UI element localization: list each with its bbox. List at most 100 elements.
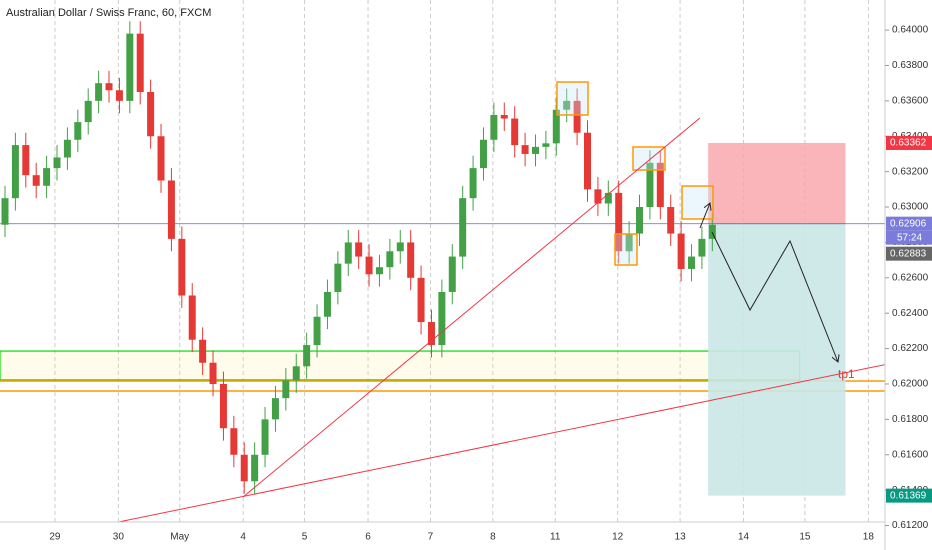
candle-body — [282, 380, 290, 399]
x-tick-label: 8 — [490, 532, 496, 543]
x-tick-label: 29 — [49, 532, 61, 543]
candle-body — [552, 109, 560, 144]
y-tick-label: 0.64000 — [892, 25, 929, 36]
countdown-bg — [886, 230, 932, 245]
candles — [1, 21, 716, 494]
candle-body — [219, 383, 227, 429]
x-tick-label: May — [170, 532, 189, 543]
x-tick-label: 12 — [612, 532, 624, 543]
candle-body — [375, 267, 383, 275]
candle-body — [511, 118, 519, 146]
x-tick-label: 11 — [550, 532, 561, 543]
pattern-box — [614, 233, 638, 266]
candle-body — [126, 33, 134, 101]
candle-body — [74, 122, 82, 140]
candle-body — [32, 175, 40, 186]
candle-body — [625, 233, 633, 252]
forecast-arrow — [711, 231, 838, 362]
candle-body — [708, 224, 716, 239]
candle-body — [594, 189, 602, 204]
stop-tag: 0.63362 — [890, 138, 927, 149]
candle-body — [656, 162, 664, 208]
candle-body — [292, 366, 300, 381]
candle-body — [500, 115, 508, 119]
pattern-box — [556, 81, 589, 116]
target-tag: 0.61369 — [890, 490, 927, 501]
candle-body — [563, 100, 571, 110]
candle-body — [417, 277, 425, 323]
candle-body — [615, 192, 623, 252]
candle-body — [136, 33, 144, 93]
plot-area — [0, 0, 885, 522]
x-tick-label: 30 — [113, 532, 125, 543]
candle-body — [427, 322, 435, 346]
target-label: tp1 — [838, 367, 855, 381]
candle-body — [22, 145, 30, 176]
y-tick-label: 0.63200 — [892, 166, 929, 177]
x-tick-label: 14 — [738, 532, 750, 543]
candle-body — [334, 263, 342, 292]
candle-body — [323, 291, 331, 317]
candle-body — [646, 162, 654, 208]
trend-line — [242, 117, 701, 498]
candle-body — [531, 146, 539, 154]
candle-body — [303, 345, 311, 367]
candle-body — [240, 454, 248, 482]
forecast-arrow — [699, 203, 710, 229]
trend-line — [116, 364, 885, 522]
stop-zone — [708, 142, 846, 224]
y-tick-label: 0.61800 — [892, 414, 929, 425]
candle-body — [43, 168, 51, 186]
candle-body — [667, 207, 675, 234]
support-zone — [0, 350, 801, 381]
candle-body — [604, 192, 612, 204]
y-tick-label: 0.61200 — [892, 520, 929, 531]
candle-body — [479, 139, 487, 169]
countdown: 57:24 — [897, 232, 922, 243]
target-tag-bg — [886, 488, 932, 503]
candle-body — [167, 180, 175, 239]
y-tick-label: 0.63800 — [892, 60, 929, 71]
stop-tag-bg — [886, 135, 932, 150]
candle-body — [105, 83, 113, 91]
candle-body — [698, 238, 706, 257]
candle-body — [313, 316, 321, 346]
candle-body — [688, 256, 696, 269]
candle-body — [230, 428, 238, 455]
candle-body — [459, 198, 467, 257]
target-zone — [708, 223, 846, 496]
candle-body — [178, 238, 186, 296]
candle-body — [584, 132, 592, 190]
candle-body — [542, 143, 550, 147]
chart-title: Australian Dollar / Swiss Franc, 60, FXC… — [6, 7, 211, 19]
candle-body — [355, 242, 363, 257]
y-tick-label: 0.63000 — [892, 202, 929, 213]
candle-body — [63, 139, 71, 158]
candle-body — [95, 83, 103, 101]
candle-body — [438, 291, 446, 346]
bid-tag-bg — [886, 246, 932, 261]
x-tick-label: 18 — [863, 532, 875, 543]
pattern-box — [632, 146, 666, 171]
candle-body — [636, 207, 644, 234]
last-price-tag-bg — [886, 216, 932, 231]
candle-body — [11, 145, 19, 199]
x-tick-label: 6 — [365, 532, 371, 543]
candle-body — [147, 92, 155, 137]
candle-body — [448, 256, 456, 292]
candle-body — [115, 90, 123, 101]
y-tick-label: 0.63600 — [892, 96, 929, 107]
y-tick-label: 0.62200 — [892, 343, 929, 354]
candle-body — [53, 157, 61, 169]
y-tick-label: 0.62400 — [892, 308, 929, 319]
x-tick-label: 15 — [799, 532, 811, 543]
x-tick-label: 4 — [240, 532, 246, 543]
candle-body — [573, 100, 581, 133]
x-tick-label: 13 — [675, 532, 687, 543]
candle-body — [157, 136, 165, 181]
candle-body — [199, 339, 207, 363]
candle-body — [396, 242, 404, 252]
candle-body — [521, 145, 529, 154]
candle-body — [677, 233, 685, 269]
